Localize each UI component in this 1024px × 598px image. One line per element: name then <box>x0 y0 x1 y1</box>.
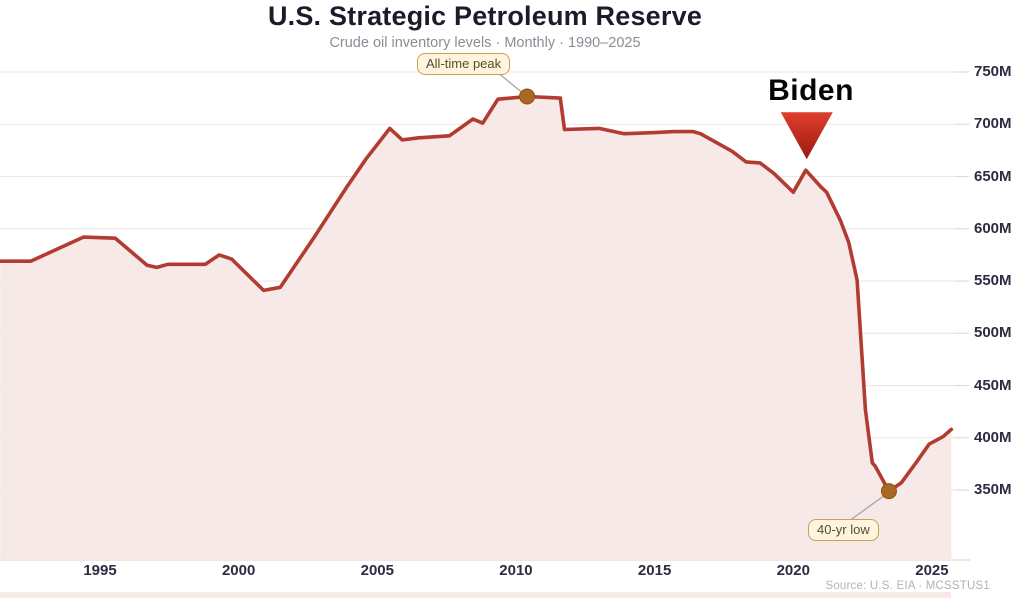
biden-annotation-label: Biden <box>768 74 854 107</box>
chart-subtitle: Crude oil inventory levels · Monthly · 1… <box>329 35 641 51</box>
source-caption: Source: U.S. EIA · MCSSTUS1 <box>825 580 990 592</box>
x-tick-label-2010: 2010 <box>499 562 533 579</box>
all-time-peak-callout: All-time peak <box>417 53 511 75</box>
x-tick-label-1995: 1995 <box>83 562 117 579</box>
forty-year-low-marker <box>880 483 897 500</box>
y-tick-label-450: 450M <box>974 376 1012 394</box>
inventory-line <box>0 94 954 493</box>
x-tick-label-2015: 2015 <box>637 562 672 579</box>
y-tick-label-650: 650M <box>974 167 1012 185</box>
chart-title: U.S. Strategic Petroleum Reserve <box>267 1 703 31</box>
y-tick-label-750: 750M <box>974 63 1012 80</box>
y-tick-label-600: 600M <box>974 219 1012 237</box>
inventory-area-fill <box>0 96 952 560</box>
y-tick-label-500: 500M <box>974 324 1012 342</box>
x-tick-label-2000: 2000 <box>221 562 256 579</box>
y-tick-label-550: 550M <box>974 272 1012 290</box>
x-tick-label-2005: 2005 <box>360 562 394 579</box>
x-tick-label-2025: 2025 <box>915 562 949 579</box>
bottom-fill-strip <box>0 592 951 598</box>
biden-down-arrow-icon <box>780 112 833 160</box>
low-leader-line <box>848 494 886 522</box>
x-tick-label-2020: 2020 <box>776 562 810 579</box>
y-tick-label-350: 350M <box>974 481 1012 499</box>
forty-year-low-callout: 40-yr low <box>808 519 879 541</box>
y-tick-label-400: 400M <box>974 428 1012 446</box>
all-time-peak-marker <box>519 88 536 105</box>
y-tick-label-700: 700M <box>974 115 1012 133</box>
